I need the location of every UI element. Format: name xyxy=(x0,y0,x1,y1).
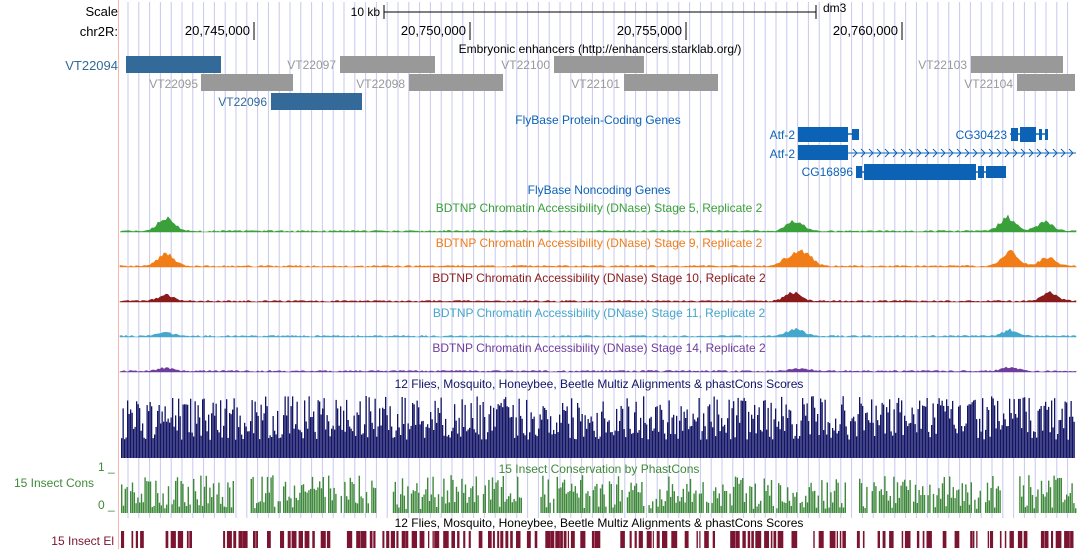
enhancer-vt22101 xyxy=(624,74,718,91)
phastcons-ymin: 0 _ xyxy=(97,498,118,512)
chrom-label: chr2R: xyxy=(79,24,118,39)
dnase-tracks: BDTNP Chromatin Accessibility (DNase) St… xyxy=(119,201,1077,373)
multiz-conservation-bars xyxy=(121,396,1075,458)
enhancer-vt22100 xyxy=(554,56,644,73)
dnase-stage11-signal xyxy=(119,327,1077,338)
enhancer-vt22104-label: VT22104 xyxy=(964,77,1013,91)
dnase-stage9-title: BDTNP Chromatin Accessibility (DNase) St… xyxy=(436,236,763,250)
gene-atf2-2-exon xyxy=(798,145,848,160)
phastcons-side-label[interactable]: 15 Insect Cons xyxy=(13,476,94,490)
enhancer-vt22095-label: VT22095 xyxy=(149,77,198,91)
gene-atf2-1-exon xyxy=(798,127,848,142)
elements-track-title: 12 Flies, Mosquito, Honeybee, Beetle Mul… xyxy=(395,516,804,530)
dnase-stage14-signal xyxy=(119,366,1077,373)
ruler-tick-label-3: 20,755,000 xyxy=(617,23,682,38)
enhancers-track: Embryonic enhancers (http://enhancers.st… xyxy=(126,42,1075,110)
genes-track-title: FlyBase Protein-Coding Genes xyxy=(515,113,680,127)
track-label-pane: Scale chr2R: VT22094 1 _ 15 Insect Cons … xyxy=(0,0,118,549)
gene-cg30423-label: CG30423 xyxy=(956,128,1008,142)
elements-side-label[interactable]: 15 Insect El xyxy=(51,534,114,548)
dnase-stage14-title: BDTNP Chromatin Accessibility (DNase) St… xyxy=(432,341,766,355)
enhancer-vt22096-label: VT22096 xyxy=(218,95,267,109)
dnase-stage5-signal xyxy=(119,214,1077,233)
phastcons-bars xyxy=(121,475,1077,513)
phastcons-ymax: 1 _ xyxy=(97,460,118,474)
enhancer-vt22094 xyxy=(126,56,221,73)
enhancer-vt22096 xyxy=(271,93,362,110)
ruler-tick-label-2: 20,750,000 xyxy=(401,23,466,38)
scale-bar-label: 10 kb xyxy=(351,5,381,19)
enhancer-vt22097-label: VT22097 xyxy=(287,58,336,72)
enhancer-vt22104 xyxy=(1017,74,1075,91)
gene-cg16896-label: CG16896 xyxy=(802,165,854,179)
ruler-tick-label-1: 20,745,000 xyxy=(185,23,250,38)
enhancer-side-label[interactable]: VT22094 xyxy=(65,58,118,73)
gene-atf2-1-label: Atf-2 xyxy=(770,128,796,142)
gene-atf2-2-strand-arrows xyxy=(852,148,1074,158)
enhancer-vt22100-label: VT22100 xyxy=(501,58,550,72)
phastcons-track-title: 15 Insect Conservation by PhastCons xyxy=(499,462,700,476)
enhancer-vt22103 xyxy=(971,56,1063,73)
dnase-stage10-signal xyxy=(119,290,1077,303)
gene-cg30423-exon-2 xyxy=(1020,127,1036,142)
assembly-label: dm3 xyxy=(823,1,847,15)
enhancers-track-title: Embryonic enhancers (http://enhancers.st… xyxy=(459,42,742,56)
gene-atf2-2-label: Atf-2 xyxy=(770,147,796,161)
scale-ruler: 10 kb dm3 20,745,000 20,750,000 20,755,0… xyxy=(185,1,903,40)
scale-label: Scale xyxy=(85,4,118,19)
enhancer-vt22095 xyxy=(201,74,293,91)
enhancer-vt22103-label: VT22103 xyxy=(918,58,967,72)
dnase-stage5-title: BDTNP Chromatin Accessibility (DNase) St… xyxy=(436,201,763,215)
enhancer-vt22101-label: VT22101 xyxy=(571,77,620,91)
enhancer-vt22098 xyxy=(409,74,503,91)
noncoding-track-title: FlyBase Noncoding Genes xyxy=(528,183,671,197)
enhancer-vt22098-label: VT22098 xyxy=(356,77,405,91)
gene-cg30423-exon-1 xyxy=(1011,128,1018,141)
gene-cg16896-exon xyxy=(864,164,976,180)
enhancer-vt22097 xyxy=(340,56,435,73)
dnase-stage10-title: BDTNP Chromatin Accessibility (DNase) St… xyxy=(432,271,766,285)
genes-track: FlyBase Protein-Coding Genes Atf-2 Atf-2… xyxy=(515,113,1076,180)
conserved-elements-bars xyxy=(121,531,1074,548)
ruler-tick-label-4: 20,760,000 xyxy=(833,23,898,38)
multiz-track-title: 12 Flies, Mosquito, Honeybee, Beetle Mul… xyxy=(395,377,804,391)
dnase-stage11-title: BDTNP Chromatin Accessibility (DNase) St… xyxy=(433,306,766,320)
pane-divider xyxy=(118,0,119,549)
dnase-stage9-signal xyxy=(119,249,1077,268)
